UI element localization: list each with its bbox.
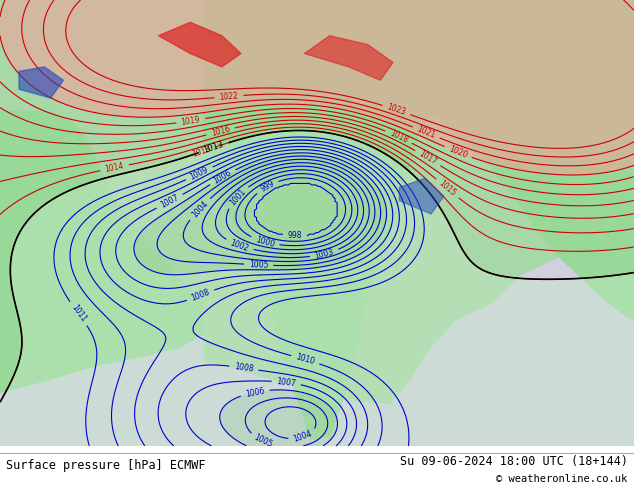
Polygon shape <box>393 201 634 446</box>
Text: 1014: 1014 <box>104 161 125 174</box>
Text: 1001: 1001 <box>228 187 247 207</box>
Text: 1010: 1010 <box>295 353 316 367</box>
Text: 1016: 1016 <box>210 124 231 138</box>
Text: 1007: 1007 <box>276 377 297 388</box>
Text: 1013: 1013 <box>202 140 225 155</box>
Text: 1008: 1008 <box>190 288 211 303</box>
Text: 1023: 1023 <box>386 102 407 117</box>
Polygon shape <box>304 36 393 80</box>
Text: 1019: 1019 <box>181 115 201 127</box>
Text: 1017: 1017 <box>417 149 438 167</box>
Ellipse shape <box>306 421 321 439</box>
Text: 1004: 1004 <box>292 430 313 444</box>
Polygon shape <box>0 112 203 446</box>
Text: 1005: 1005 <box>249 260 269 270</box>
Text: 1002: 1002 <box>229 238 250 253</box>
Text: 1006: 1006 <box>212 168 233 186</box>
Text: 1020: 1020 <box>448 145 469 160</box>
Text: Su 09-06-2024 18:00 UTC (18+144): Su 09-06-2024 18:00 UTC (18+144) <box>399 455 628 468</box>
Polygon shape <box>158 22 241 67</box>
Text: © weatheronline.co.uk: © weatheronline.co.uk <box>496 474 628 484</box>
Text: 1011: 1011 <box>69 303 87 324</box>
Text: 1007: 1007 <box>159 193 180 210</box>
Polygon shape <box>0 357 634 446</box>
Polygon shape <box>0 112 203 392</box>
Polygon shape <box>203 0 507 437</box>
Polygon shape <box>19 67 63 98</box>
Text: 1009: 1009 <box>189 165 210 182</box>
Polygon shape <box>399 178 444 214</box>
Text: 1006: 1006 <box>245 386 266 398</box>
Text: 1015: 1015 <box>437 179 458 198</box>
Text: 1004: 1004 <box>190 198 210 219</box>
Text: 998: 998 <box>287 231 302 240</box>
Text: Surface pressure [hPa] ECMWF: Surface pressure [hPa] ECMWF <box>6 459 206 472</box>
Text: 1003: 1003 <box>314 247 335 261</box>
Text: 999: 999 <box>259 179 276 194</box>
Text: 1013: 1013 <box>191 145 212 159</box>
Text: 1000: 1000 <box>254 235 276 249</box>
Text: 1021: 1021 <box>416 125 437 140</box>
Text: 1005: 1005 <box>253 433 274 450</box>
Text: 1022: 1022 <box>219 91 239 102</box>
Polygon shape <box>431 0 634 321</box>
Text: 1018: 1018 <box>388 129 409 145</box>
Text: 1008: 1008 <box>234 362 254 374</box>
